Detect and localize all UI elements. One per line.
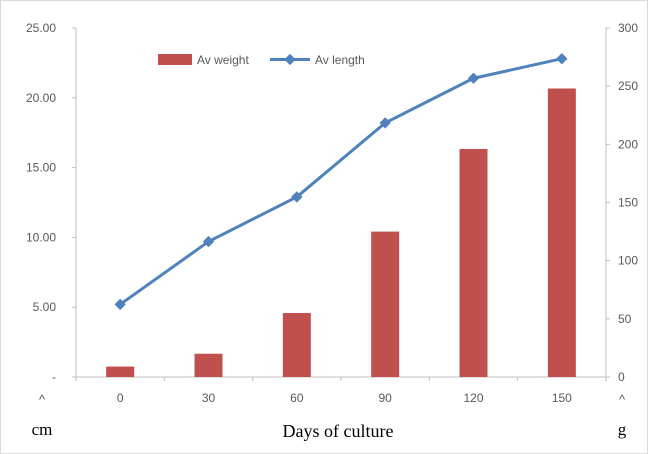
bar-av-weight (371, 231, 400, 377)
x-axis-title: Days of culture (283, 421, 394, 441)
right-axis-ticks: 0 50 100 150 200 250 300 (606, 21, 638, 384)
point-av-length (467, 72, 480, 84)
bar-series-av-weight (106, 88, 576, 377)
left-axis-tick-label: - (52, 370, 56, 384)
point-av-length (291, 191, 303, 203)
left-axis-tick-label: 25.00 (26, 21, 56, 35)
x-axis-tick-label: 120 (463, 391, 483, 405)
point-av-length (202, 235, 215, 248)
x-axis-tick-label: 90 (378, 391, 392, 405)
bar-av-weight (106, 366, 135, 377)
right-axis-unit: g (618, 420, 627, 439)
left-axis-unit: cm (32, 420, 53, 439)
right-axis-tick-label: 0 (618, 370, 625, 384)
legend: Av weight Av length (158, 53, 365, 67)
left-axis-tick-label: 20.00 (26, 91, 56, 105)
x-axis-ticks: 0 30 60 90 120 150 (75, 377, 607, 405)
right-axis-tick-label: 300 (618, 21, 638, 35)
axes (75, 28, 607, 378)
right-axis-tick-label: 100 (618, 254, 638, 268)
left-axis-tick-label: 15.00 (26, 161, 56, 175)
left-axis-tick-label: 5.00 (33, 300, 57, 314)
legend-marker-av-length (284, 53, 296, 66)
x-axis-tick-label: 150 (552, 391, 572, 405)
legend-label-av-weight: Av weight (197, 53, 249, 67)
right-axis-caret: ^ (619, 392, 626, 407)
line-series-av-length (114, 53, 568, 311)
x-axis-tick-label: 30 (202, 391, 216, 405)
right-axis-tick-label: 200 (618, 137, 638, 151)
x-axis-tick-label: 0 (117, 391, 124, 405)
point-av-length (556, 53, 568, 65)
left-axis-caret: ^ (39, 392, 46, 407)
legend-swatch-av-weight (158, 54, 192, 65)
legend-label-av-length: Av length (315, 53, 365, 67)
right-axis-tick-label: 250 (618, 79, 638, 93)
bar-av-weight (194, 353, 223, 377)
bar-av-weight (547, 88, 576, 377)
bar-av-weight (459, 148, 488, 377)
line-av-length (119, 57, 563, 306)
right-axis-tick-label: 150 (618, 196, 638, 210)
x-axis-tick-label: 60 (290, 391, 304, 405)
left-axis-ticks: - 5.00 10.00 15.00 20.00 25.00 (26, 21, 76, 384)
right-axis-tick-label: 50 (618, 312, 632, 326)
bar-av-weight (282, 313, 311, 377)
left-axis-tick-label: 10.00 (26, 230, 56, 244)
